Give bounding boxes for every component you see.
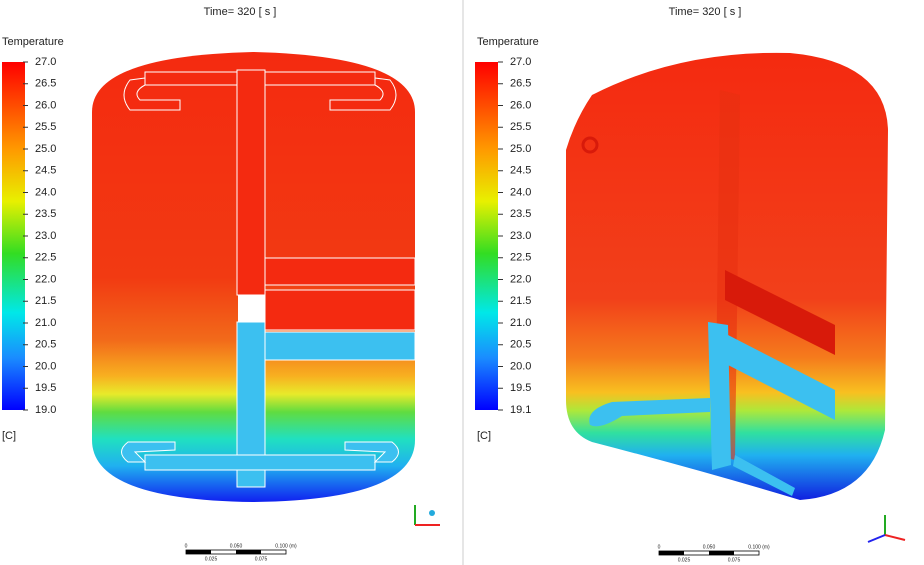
legend-label: 20.0 — [510, 360, 531, 372]
colorbar — [475, 62, 498, 410]
legend-label: 22.5 — [510, 252, 531, 264]
legend-label: 24.5 — [510, 165, 531, 177]
legend-title: Temperature — [477, 36, 539, 48]
vessel-cutaway — [566, 52, 888, 500]
legend-label: 23.0 — [510, 230, 531, 242]
legend-label: 19.5 — [35, 382, 56, 394]
legend-label: 27.0 — [510, 56, 531, 68]
legend-label: 27.0 — [35, 56, 56, 68]
scale-label: 0 — [185, 543, 188, 549]
legend-label: 26.5 — [35, 78, 56, 90]
legend-label: 25.5 — [35, 121, 56, 133]
axis-triad — [414, 505, 906, 543]
legend-label: 23.5 — [35, 208, 56, 220]
scale-label: 0.025 — [678, 557, 691, 563]
legend-label: 19.0 — [35, 404, 56, 416]
legend-label: 26.0 — [510, 99, 531, 111]
legend-label: 23.5 — [510, 208, 531, 220]
legend-label: 22.0 — [510, 273, 531, 285]
legend-label: 19.5 — [510, 382, 531, 394]
legend-label: 26.0 — [35, 99, 56, 111]
colorbar — [2, 62, 25, 410]
scale-bar — [185, 549, 760, 556]
panel-title: Time= 320 [ s ] — [204, 6, 277, 18]
scale-label: 0 — [658, 544, 661, 550]
legend-unit: [C] — [2, 430, 16, 442]
legend-label: 21.0 — [510, 317, 531, 329]
scale-label: 0.100 (m) — [275, 543, 297, 549]
legend-label: 22.0 — [35, 273, 56, 285]
scale-label: 0.050 — [703, 544, 716, 550]
legend-label: 22.5 — [35, 252, 56, 264]
legend-label: 25.0 — [35, 143, 56, 155]
legend-label: 21.5 — [35, 295, 56, 307]
legend-label: 21.5 — [510, 295, 531, 307]
legend-label: 20.0 — [35, 360, 56, 372]
legend-label: 24.0 — [510, 186, 531, 198]
legend-label: 21.0 — [35, 317, 56, 329]
scale-label: 0.100 (m) — [748, 544, 770, 550]
legend-label: 19.1 — [510, 404, 531, 416]
scale-label: 0.075 — [255, 556, 268, 562]
legend-label: 20.5 — [35, 339, 56, 351]
legend-label: 24.0 — [35, 186, 56, 198]
legend-label: 20.5 — [510, 339, 531, 351]
legend-label: 24.5 — [35, 165, 56, 177]
panel-title: Time= 320 [ s ] — [669, 6, 742, 18]
legend-title: Temperature — [2, 36, 64, 48]
legend-label: 25.0 — [510, 143, 531, 155]
legend-label: 23.0 — [35, 230, 56, 242]
scale-label: 0.075 — [728, 557, 741, 563]
legend-unit: [C] — [477, 430, 491, 442]
scale-label: 0.025 — [205, 556, 218, 562]
legend-label: 25.5 — [510, 121, 531, 133]
legend-label: 26.5 — [510, 78, 531, 90]
scale-label: 0.050 — [230, 543, 243, 549]
vessel-section — [92, 52, 416, 502]
